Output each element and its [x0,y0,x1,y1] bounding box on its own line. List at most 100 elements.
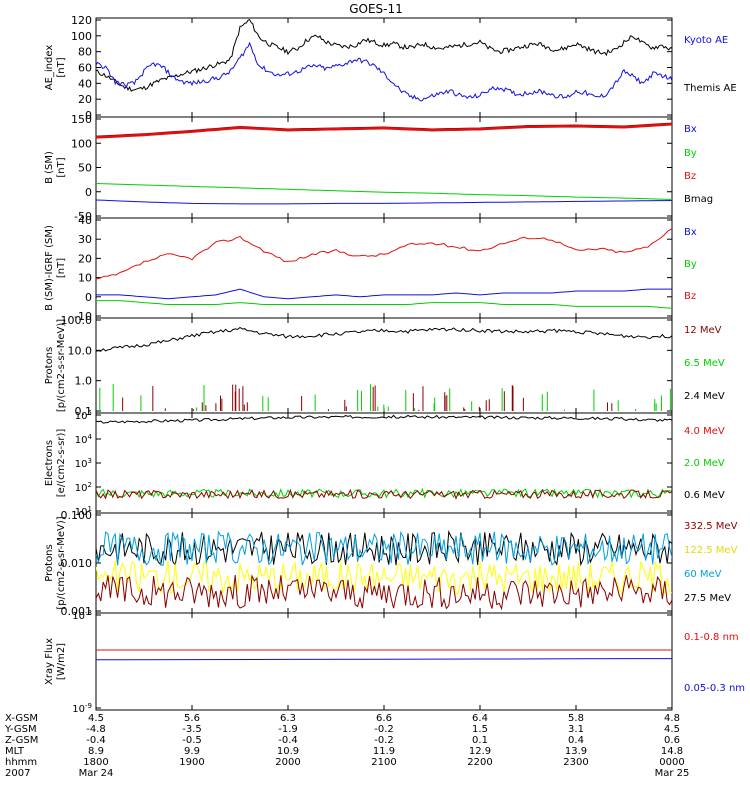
x-axis-cell: 0000 [659,757,684,768]
y-label-units: [nT] [56,57,67,77]
y-label-name: Xray Flux [44,638,55,685]
y-tick-label: 30 [78,233,92,246]
series-line [96,41,672,102]
y-label-units: [p/(cm2-s-sr-MeV)] [56,319,67,412]
x-axis-cell: 10.9 [277,746,299,757]
x-axis-row-label: MLT [5,746,25,757]
series-line [96,123,672,139]
tick-exp: 2 [88,481,92,489]
y-tick-label: 0 [85,186,92,199]
x-axis-cell: -0.4 [86,735,106,746]
x-axis-cell: 5.6 [184,713,200,724]
y-label-name: B (SM) [44,151,55,184]
y-axis-label: Xray Flux [W/m2] [44,638,67,685]
panel-frame [95,217,673,319]
y-tick-label: 120 [71,14,92,27]
y-tick-label: 102 [75,481,92,494]
x-axis-cell: 4.8 [664,713,680,724]
series-line [96,183,672,200]
legend-item: Bz [684,291,696,302]
y-tick-label: 105 [75,409,92,422]
y-tick-label: 20 [78,93,92,106]
y-ticks: 0.1 1.0 10.0 100.0 [61,314,673,418]
tick-base: 10 [75,459,88,470]
y-label-name: Protons [44,544,55,581]
x-axis-cell: 0.1 [472,735,488,746]
panel-frame [95,612,673,711]
series-group [96,649,672,661]
series-group [96,326,672,411]
legend: Kyoto AE Themis AE [683,35,737,94]
x-axis-cell: 14.8 [661,746,683,757]
y-tick-label: 40 [78,214,92,227]
series-line [96,326,672,352]
y-tick-label: 1.0 [75,375,93,388]
y-axis-label: B (SM) [nT] [44,151,67,184]
tick-exp: 5 [88,409,92,417]
panel-frame [95,412,673,514]
tick-base: 10 [72,611,85,622]
y-label-units: [e/(cm2-s-sr)] [56,429,67,498]
y-tick-label: 10.0 [68,344,93,357]
x-axis-cell: 6.6 [376,713,392,724]
y-tick-label: 150 [71,113,92,126]
y-tick-label: 10 [78,272,92,285]
x-axis-cell: 0.6 [664,735,680,746]
x-axis-cell: 2300 [563,757,588,768]
y-ticks: -50 0 50 100 150 [71,113,673,223]
y-axis-label: Protons [p/(cm2-s-sr-MeV)] [44,319,67,412]
x-axis-cell: 13.9 [565,746,587,757]
x-axis-cell: 6.3 [280,713,296,724]
legend-item: 6.5 MeV [684,358,725,369]
series-line [96,530,672,566]
x-axis-cell: -0.5 [182,735,202,746]
x-axis-cell: 11.9 [373,746,395,757]
legend-item: 60 MeV [684,569,722,580]
series-line [96,228,672,280]
legend-item: 2.0 MeV [684,458,725,469]
x-axis-row-label: Z-GSM [5,735,38,746]
y-label-name: Electrons [44,440,55,486]
legend: 0.1-0.8 nm 0.05-0.3 nm [684,632,745,694]
x-axis-row-label: hhmm [5,757,37,768]
y-ticks: 10 -9 10-8 [72,609,673,715]
legend-item: 2.4 MeV [684,391,725,402]
y-tick-label: 0.1 [75,405,93,418]
tick-exp: -9 [85,702,92,710]
x-axis-table: X-GSMY-GSMZ-GSMMLThhmm20074.5-4.8-0.48.9… [4,713,689,779]
y-tick-label: 10-8 [72,609,92,622]
legend-item: 4.0 MeV [684,426,725,437]
y-tick-label: 100 [71,30,92,43]
legend-item: By [684,259,697,270]
tick-base: 10 [75,411,88,422]
x-axis-cell: -0.4 [278,735,298,746]
y-label-name: Protons [44,347,55,384]
x-axis-row-label: X-GSM [5,713,38,724]
series-group [96,18,672,102]
legend-item: Bx [684,124,697,135]
x-axis-cell: 4.5 [664,724,680,735]
legend-item: 0.05-0.3 nm [684,683,745,694]
y-label-units: [p/(cm2-s-sr-MeV)] [56,516,67,609]
y-tick-label: 40 [78,77,92,90]
legend-item: Bx [684,227,697,238]
legend-item: 0.6 MeV [684,490,725,501]
chart-panel-7: 10 -9 10-8 Xray Flux [W/m2] 0.1-0.8 nm0.05-0.… [44,609,745,715]
tick-base: 10 [75,435,88,446]
y-tick-label: -50 [74,210,92,223]
tick-base: 10 [75,483,88,494]
x-axis-cell: 8.9 [88,746,104,757]
x-axis-cell: 9.9 [184,746,200,757]
y-tick-label: 103 [75,457,92,470]
y-tick-label: -10 [74,310,92,323]
series-line [96,199,672,205]
x-axis-cell: 2200 [467,757,492,768]
legend-item: 27.5 MeV [684,593,731,604]
y-tick-label: 20 [78,252,92,265]
x-axis-cell: 2100 [371,757,396,768]
